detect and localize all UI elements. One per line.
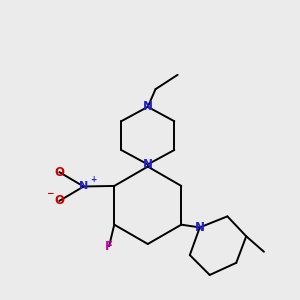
- Text: N: N: [143, 100, 153, 113]
- Text: N: N: [79, 182, 88, 191]
- Text: F: F: [105, 240, 113, 253]
- Text: +: +: [90, 175, 96, 184]
- Text: N: N: [143, 158, 153, 171]
- Text: −: −: [46, 189, 53, 198]
- Text: N: N: [195, 221, 205, 234]
- Text: O: O: [54, 166, 64, 178]
- Text: O: O: [54, 194, 64, 207]
